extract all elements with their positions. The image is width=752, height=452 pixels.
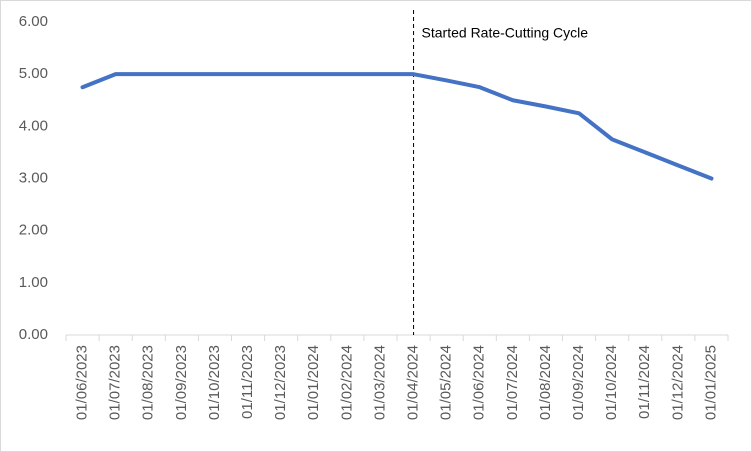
y-tick-label: 2.00	[19, 222, 48, 239]
x-tick-label: 01/10/2023	[206, 345, 223, 420]
x-tick-label: 01/10/2024	[603, 345, 620, 420]
y-tick-label: 6.00	[19, 13, 48, 30]
x-tick-label: 01/01/2024	[305, 345, 322, 420]
x-tick-label: 01/07/2024	[504, 345, 521, 420]
x-tick-label: 01/08/2023	[140, 345, 157, 420]
x-tick-label: 01/08/2024	[537, 345, 554, 420]
x-tick-label: 01/12/2023	[272, 345, 289, 420]
x-tick-label: 01/11/2024	[636, 345, 653, 419]
x-tick-label: 01/07/2023	[107, 345, 124, 420]
annotation-text: Started Rate-Cutting Cycle	[422, 25, 589, 41]
x-tick-label: 01/09/2023	[173, 345, 190, 420]
x-tick-label: 01/04/2024	[405, 345, 422, 420]
x-tick-label: 01/05/2024	[438, 345, 455, 420]
y-tick-label: 1.00	[19, 274, 48, 291]
x-tick-label: 01/12/2024	[669, 345, 686, 420]
x-tick-label: 01/06/2024	[471, 345, 488, 420]
x-tick-label: 01/09/2024	[570, 345, 587, 420]
y-tick-label: 3.00	[19, 169, 48, 186]
x-tick-label: 01/01/2025	[702, 345, 719, 420]
y-tick-label: 4.00	[19, 117, 48, 134]
x-tick-label: 01/03/2024	[371, 345, 388, 420]
line	[80, 72, 714, 181]
x-tick-label: 01/06/2023	[74, 345, 91, 420]
x-tick-label: 01/11/2023	[239, 345, 256, 419]
y-tick-label: 5.00	[19, 65, 48, 82]
y-tick-label: 0.00	[19, 326, 48, 343]
x-tick-label: 01/02/2024	[338, 345, 355, 420]
